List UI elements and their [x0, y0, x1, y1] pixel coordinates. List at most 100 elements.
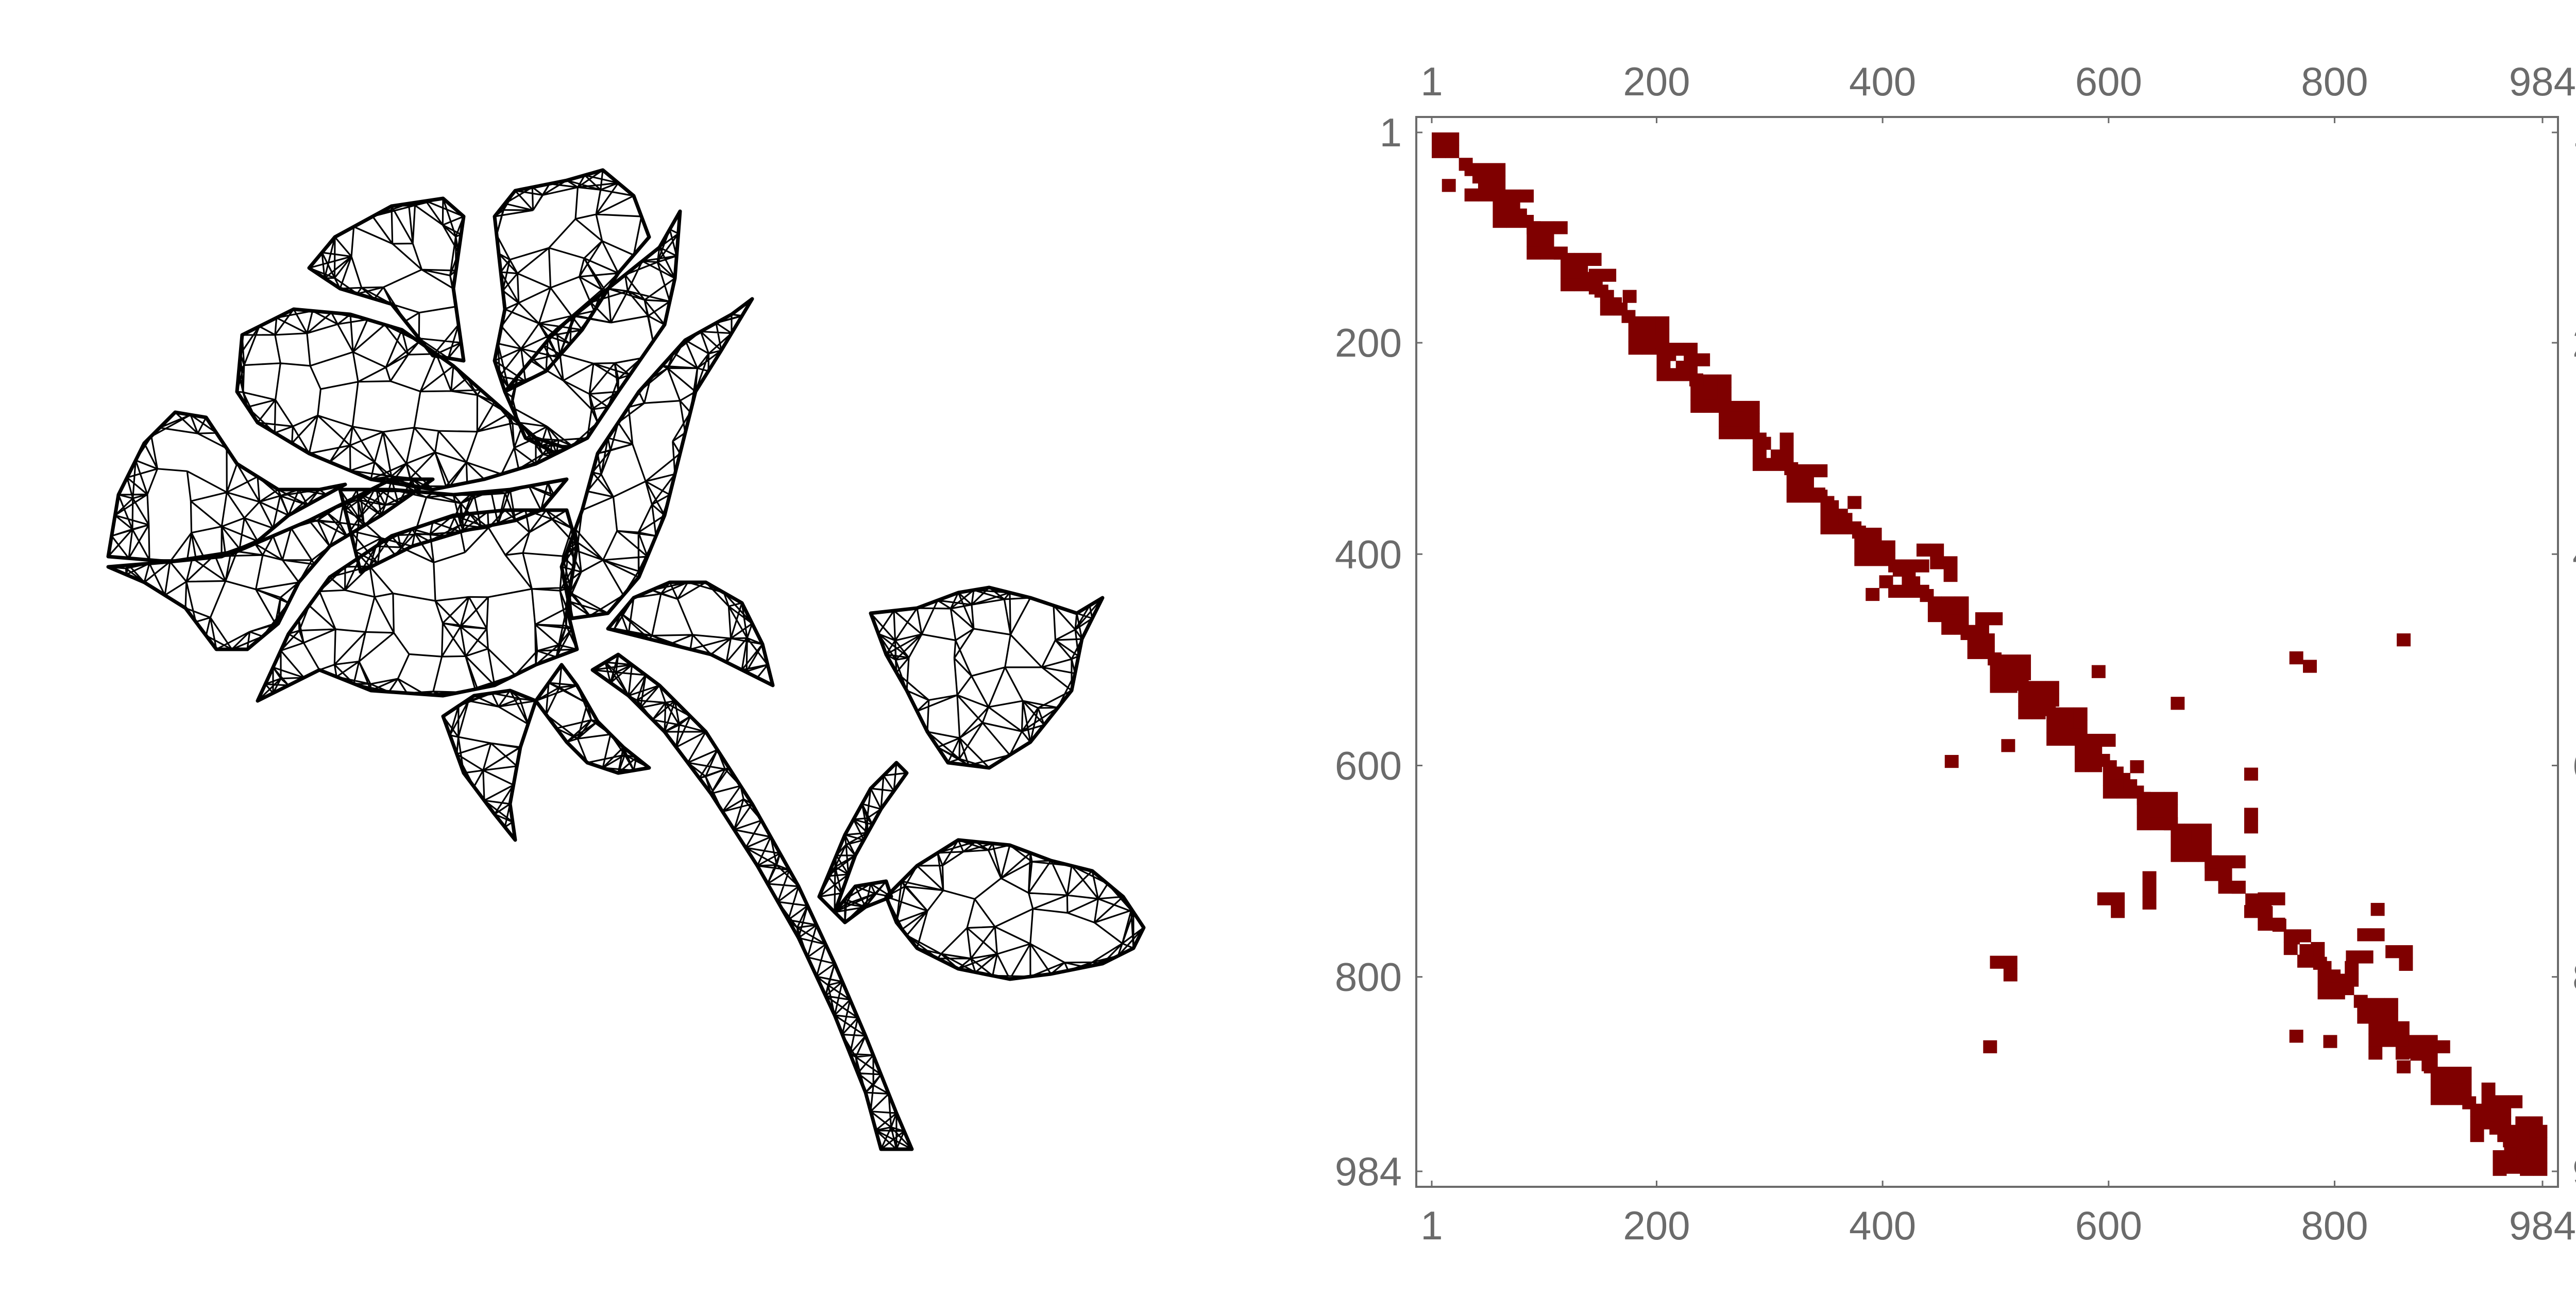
- nonzero-cell: [2111, 905, 2125, 918]
- nonzero-cell: [1716, 398, 1731, 412]
- nonzero-cell: [2001, 665, 2015, 678]
- diagonal-cell: [1866, 538, 1880, 551]
- mesh-edges: [107, 411, 346, 563]
- nonzero-cell: [2370, 903, 2385, 916]
- nonzero-cell: [1717, 374, 1732, 388]
- mesh-outline: [441, 688, 538, 842]
- nonzero-cell: [2323, 1035, 2337, 1048]
- nonzero-cell: [1445, 145, 1460, 158]
- off-diagonal-block: [2346, 950, 2374, 964]
- nonzero-cell: [2259, 906, 2273, 919]
- diagonal-cell: [2177, 830, 2192, 843]
- nonzero-cell: [1459, 158, 1473, 171]
- nonzero-cell: [1943, 569, 1958, 582]
- nonzero-cell: [1983, 1040, 1997, 1053]
- diagonal-cell: [2042, 703, 2056, 716]
- diagonal-cell: [2096, 753, 2110, 767]
- nonzero-cell: [1553, 221, 1568, 234]
- nonzero-cell: [2530, 1159, 2544, 1173]
- nonzero-cell: [2397, 633, 2411, 647]
- nonzero-cell: [2218, 881, 2232, 894]
- y-tick-label-right: 600: [2572, 743, 2576, 788]
- diagonal-cell: [1879, 551, 1893, 564]
- diagonal-cell: [2448, 1083, 2463, 1097]
- off-diagonal-block: [2289, 1030, 2303, 1043]
- nonzero-cell: [2299, 944, 2314, 957]
- diagonal-cell: [2082, 741, 2097, 754]
- diagonal-cell: [1635, 323, 1649, 336]
- nonzero-cell: [2394, 1033, 2409, 1046]
- mesh-outline: [534, 663, 651, 775]
- x-tick-label-top: 984: [2509, 59, 2576, 104]
- nonzero-cell: [1520, 189, 1534, 203]
- nonzero-cell: [2470, 1129, 2484, 1142]
- nonzero-cell: [1933, 601, 1947, 615]
- nonzero-cell: [2164, 792, 2178, 805]
- mesh-outline: [869, 585, 1105, 770]
- diagonal-cell: [2489, 1121, 2503, 1135]
- diagonal-cell: [1730, 411, 1744, 425]
- nonzero-cell: [2340, 982, 2354, 996]
- nonzero-cell: [2231, 881, 2246, 894]
- nonzero-cell: [1527, 233, 1541, 247]
- nonzero-cell: [1825, 500, 1839, 513]
- y-tick-label-right: 200: [2572, 320, 2576, 365]
- diagonal-cell: [1662, 348, 1676, 361]
- nonzero-cell: [2493, 1150, 2507, 1164]
- nonzero-cell: [1540, 246, 1554, 260]
- y-tick-label-left: 800: [1335, 954, 1402, 1000]
- diagonal-cell: [2069, 728, 2083, 742]
- diagonal-cell: [2421, 1058, 2436, 1071]
- nonzero-cell: [1684, 343, 1698, 356]
- diagonal-cell: [1906, 576, 1921, 590]
- stem: [590, 652, 914, 1151]
- off-diagonal-block: [2515, 1116, 2543, 1168]
- diagonal-cell: [2516, 1147, 2531, 1161]
- nonzero-cell: [1675, 360, 1690, 374]
- diagonal-cell: [2164, 817, 2178, 831]
- nonzero-cell: [1752, 458, 1767, 471]
- nonzero-cell: [2489, 1121, 2503, 1135]
- diagonal-cell: [2313, 956, 2327, 970]
- petal-center-large: [256, 508, 579, 703]
- off-diagonal-block: [2436, 1040, 2450, 1053]
- sepal-center: [534, 663, 651, 775]
- x-tick-label-top: 1: [1420, 59, 1443, 104]
- nonzero-cell: [2529, 1116, 2543, 1130]
- diagonal-cell: [1486, 183, 1500, 196]
- nonzero-cell: [1780, 432, 1794, 446]
- off-diagonal-block: [1916, 543, 1958, 582]
- nonzero-cell: [2003, 968, 2018, 982]
- nonzero-cell: [2399, 945, 2413, 959]
- x-tick-label-bottom: 600: [2075, 1203, 2142, 1248]
- off-diagonal-block: [2097, 892, 2125, 918]
- nonzero-cell: [2109, 766, 2124, 780]
- diagonal-cell: [1703, 386, 1717, 399]
- nonzero-cell: [2046, 732, 2061, 746]
- nonzero-cell: [1581, 272, 1595, 285]
- diagonal-cell: [2272, 918, 2286, 932]
- nonzero-cell: [1866, 538, 1880, 551]
- diagonal-cell: [1838, 513, 1853, 526]
- nonzero-cell: [1499, 196, 1514, 209]
- nonzero-cell: [2313, 956, 2327, 970]
- nonzero-cell: [2289, 651, 2303, 665]
- nonzero-cell: [2435, 1071, 2449, 1084]
- nonzero-cell: [1820, 521, 1835, 534]
- nonzero-cell: [1798, 475, 1812, 488]
- off-diagonal-block: [2171, 697, 2185, 710]
- nonzero-cell: [2055, 716, 2070, 729]
- diagonal-cell: [1798, 475, 1812, 488]
- diagonal-cell: [1499, 196, 1514, 209]
- mesh-outline: [560, 297, 754, 620]
- nonzero-cell: [2142, 884, 2157, 897]
- nonzero-cell: [2493, 1163, 2507, 1176]
- x-tick-label-bottom: 200: [1623, 1203, 1690, 1248]
- diagonal-cell: [2381, 1020, 2395, 1033]
- x-tick-label-bottom: 1: [1420, 1203, 1443, 1248]
- nonzero-cell: [1442, 179, 1456, 192]
- diagonal-cell: [2299, 944, 2314, 957]
- diagonal-cell: [1553, 246, 1568, 260]
- nonzero-cell: [1587, 253, 1602, 266]
- nonzero-cell: [2303, 660, 2317, 673]
